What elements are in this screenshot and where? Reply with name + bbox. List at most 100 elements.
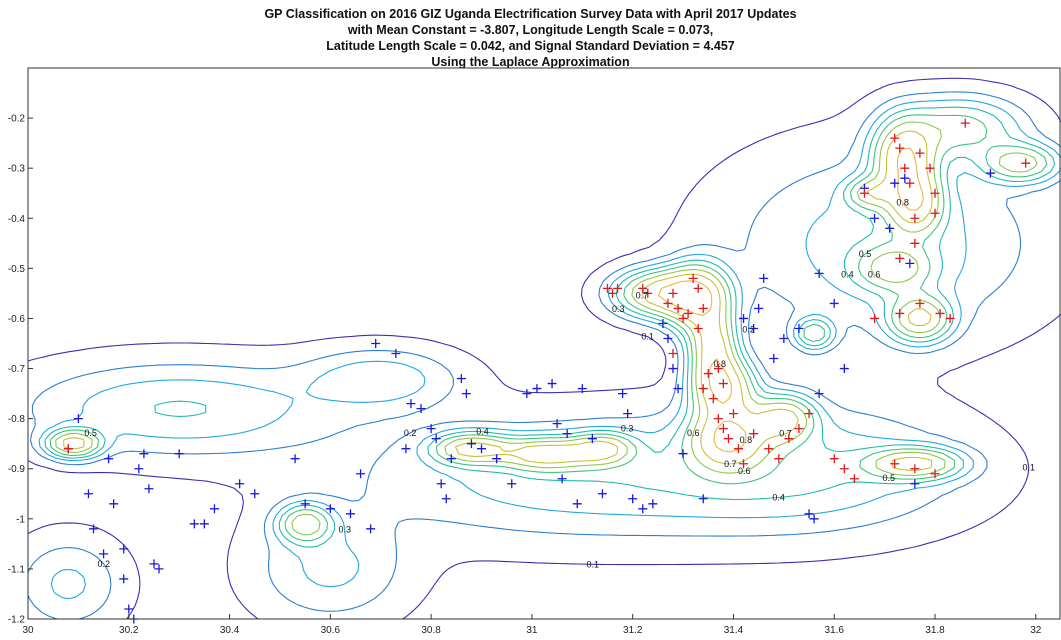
contour-level-0.8	[657, 147, 924, 453]
negative-point-marker	[446, 454, 456, 464]
x-tick-label: 30.4	[220, 625, 240, 636]
negative-point-marker	[290, 454, 300, 464]
positive-point-marker	[688, 273, 698, 283]
negative-point-marker	[83, 489, 93, 499]
negative-point-marker	[466, 439, 476, 449]
positive-point-marker	[890, 459, 900, 469]
negative-point-marker	[119, 544, 129, 554]
negative-point-marker	[814, 389, 824, 399]
negative-point-marker	[905, 258, 915, 268]
negative-point-marker	[885, 223, 895, 233]
y-tick-label: -0.5	[8, 264, 26, 275]
plot-frame	[27, 67, 1061, 620]
negative-point-marker	[628, 494, 638, 504]
positive-point-marker	[930, 208, 940, 218]
contour-label: 0.7	[636, 290, 649, 300]
positive-point-marker	[718, 379, 728, 389]
contour-label: 0.7	[779, 429, 792, 439]
negative-point-marker	[441, 494, 451, 504]
y-tick-label: -0.3	[8, 164, 26, 175]
negative-point-marker	[749, 323, 759, 333]
negative-point-marker	[325, 504, 335, 514]
contour-label: 0.4	[841, 270, 854, 280]
x-tick-label: 32	[1030, 625, 1042, 636]
positive-point-marker	[895, 253, 905, 263]
chart-title-line-4: Using the Laplace Approximation	[431, 55, 630, 69]
x-tick-label: 30.2	[119, 625, 139, 636]
negative-point-marker	[154, 564, 164, 574]
negative-point-marker	[985, 168, 995, 178]
negative-point-marker	[557, 474, 567, 484]
positive-point-marker	[713, 414, 723, 424]
data-markers	[63, 118, 1031, 624]
negative-point-marker	[759, 273, 769, 283]
contour-label: 0.6	[868, 270, 881, 280]
negative-point-marker	[769, 354, 779, 364]
positive-point-marker	[63, 444, 73, 454]
contour-level-0.6	[55, 121, 1038, 536]
y-tick-label: -0.2	[8, 114, 26, 125]
positive-point-marker	[910, 238, 920, 248]
y-tick-label: -0.7	[8, 364, 26, 375]
negative-point-marker	[648, 499, 658, 509]
negative-point-marker	[401, 444, 411, 454]
contour-label: 0.3	[612, 304, 625, 314]
negative-point-marker	[461, 389, 471, 399]
negative-point-marker	[124, 604, 134, 614]
positive-point-marker	[910, 464, 920, 474]
negative-point-marker	[572, 499, 582, 509]
negative-point-marker	[547, 379, 557, 389]
negative-point-marker	[109, 499, 119, 509]
negative-point-marker	[149, 559, 159, 569]
positive-point-marker	[643, 288, 653, 298]
positive-point-marker	[839, 464, 849, 474]
negative-point-marker	[134, 464, 144, 474]
contour-label: 0.5	[84, 428, 97, 438]
negative-point-marker	[174, 449, 184, 459]
chart-title-line-3: Latitude Length Scale = 0.042, and Signa…	[326, 39, 735, 53]
negative-point-marker	[366, 524, 376, 534]
negative-point-marker	[371, 339, 381, 348]
y-tick-label: -0.6	[8, 314, 26, 325]
negative-point-marker	[89, 524, 99, 534]
y-tick-label: -0.8	[8, 414, 26, 425]
negative-point-marker	[209, 504, 219, 514]
negative-point-marker	[144, 484, 154, 494]
negative-point-marker	[668, 364, 678, 374]
positive-point-marker	[608, 288, 618, 298]
positive-point-marker	[905, 178, 915, 188]
x-tick-label: 30	[22, 625, 34, 636]
negative-point-marker	[597, 489, 607, 499]
positive-point-marker	[910, 213, 920, 223]
contour-label: 0.8	[740, 435, 753, 445]
positive-point-marker	[668, 288, 678, 298]
negative-point-marker	[577, 384, 587, 394]
contour-level-0.7	[63, 130, 933, 471]
contour-labels: 0.1 0.1 0.1 0.2 0.2 0.2 0.3 0.3 0.3 0.4 0.4 0.4 0.5 0…	[84, 198, 1035, 570]
positive-point-marker	[749, 429, 759, 439]
positive-point-marker	[602, 283, 612, 293]
negative-point-marker	[779, 333, 789, 343]
x-tick-label: 30.8	[421, 625, 441, 636]
positive-point-marker	[613, 283, 623, 293]
negative-point-marker	[456, 374, 466, 384]
positive-point-marker	[930, 188, 940, 198]
negative-point-marker	[673, 384, 683, 394]
negative-point-marker	[426, 424, 436, 434]
positive-point-marker	[678, 313, 688, 323]
negative-point-marker	[199, 519, 209, 529]
contour-label: 0.4	[476, 427, 489, 437]
negative-point-marker	[300, 499, 310, 509]
contour-label: 0.7	[724, 459, 737, 469]
negative-point-marker	[436, 479, 446, 489]
negative-point-marker	[804, 509, 814, 519]
positive-point-marker	[859, 188, 869, 198]
chart-title-line-1: GP Classification on 2016 GIZ Uganda Ele…	[264, 7, 797, 21]
axis-ticks: 30 30.2 30.4 30.6 30.8 31 31.2 31.4 31.6 31.8 32 -0…	[8, 114, 1042, 636]
positive-point-marker	[693, 283, 703, 293]
negative-point-marker	[618, 389, 628, 399]
positive-point-marker	[915, 148, 925, 158]
contour-level-0.4	[44, 106, 1056, 548]
positive-point-marker	[849, 474, 859, 484]
negative-point-marker	[416, 404, 426, 414]
